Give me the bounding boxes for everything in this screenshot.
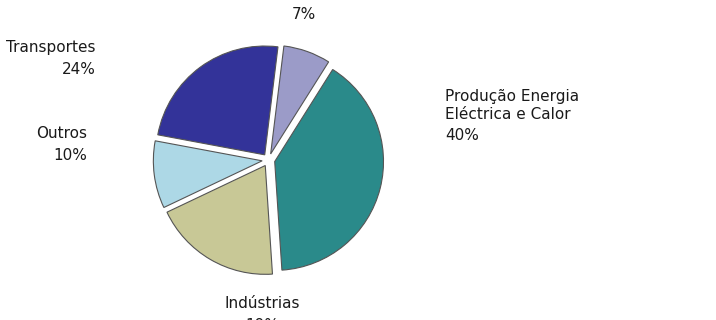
Wedge shape xyxy=(275,69,384,270)
Wedge shape xyxy=(167,165,273,274)
Text: Indústrias: Indústrias xyxy=(224,296,300,311)
Text: Produção Energia
Eléctrica e Calor: Produção Energia Eléctrica e Calor xyxy=(445,89,579,122)
Text: 7%: 7% xyxy=(292,7,316,22)
Wedge shape xyxy=(153,141,262,207)
Text: Transportes: Transportes xyxy=(6,40,96,55)
Text: 40%: 40% xyxy=(445,128,479,143)
Wedge shape xyxy=(271,46,329,154)
Text: 19%: 19% xyxy=(245,318,279,320)
Wedge shape xyxy=(158,46,278,155)
Text: Outros: Outros xyxy=(36,126,87,141)
Text: 24%: 24% xyxy=(62,62,96,77)
Text: 10%: 10% xyxy=(53,148,87,163)
